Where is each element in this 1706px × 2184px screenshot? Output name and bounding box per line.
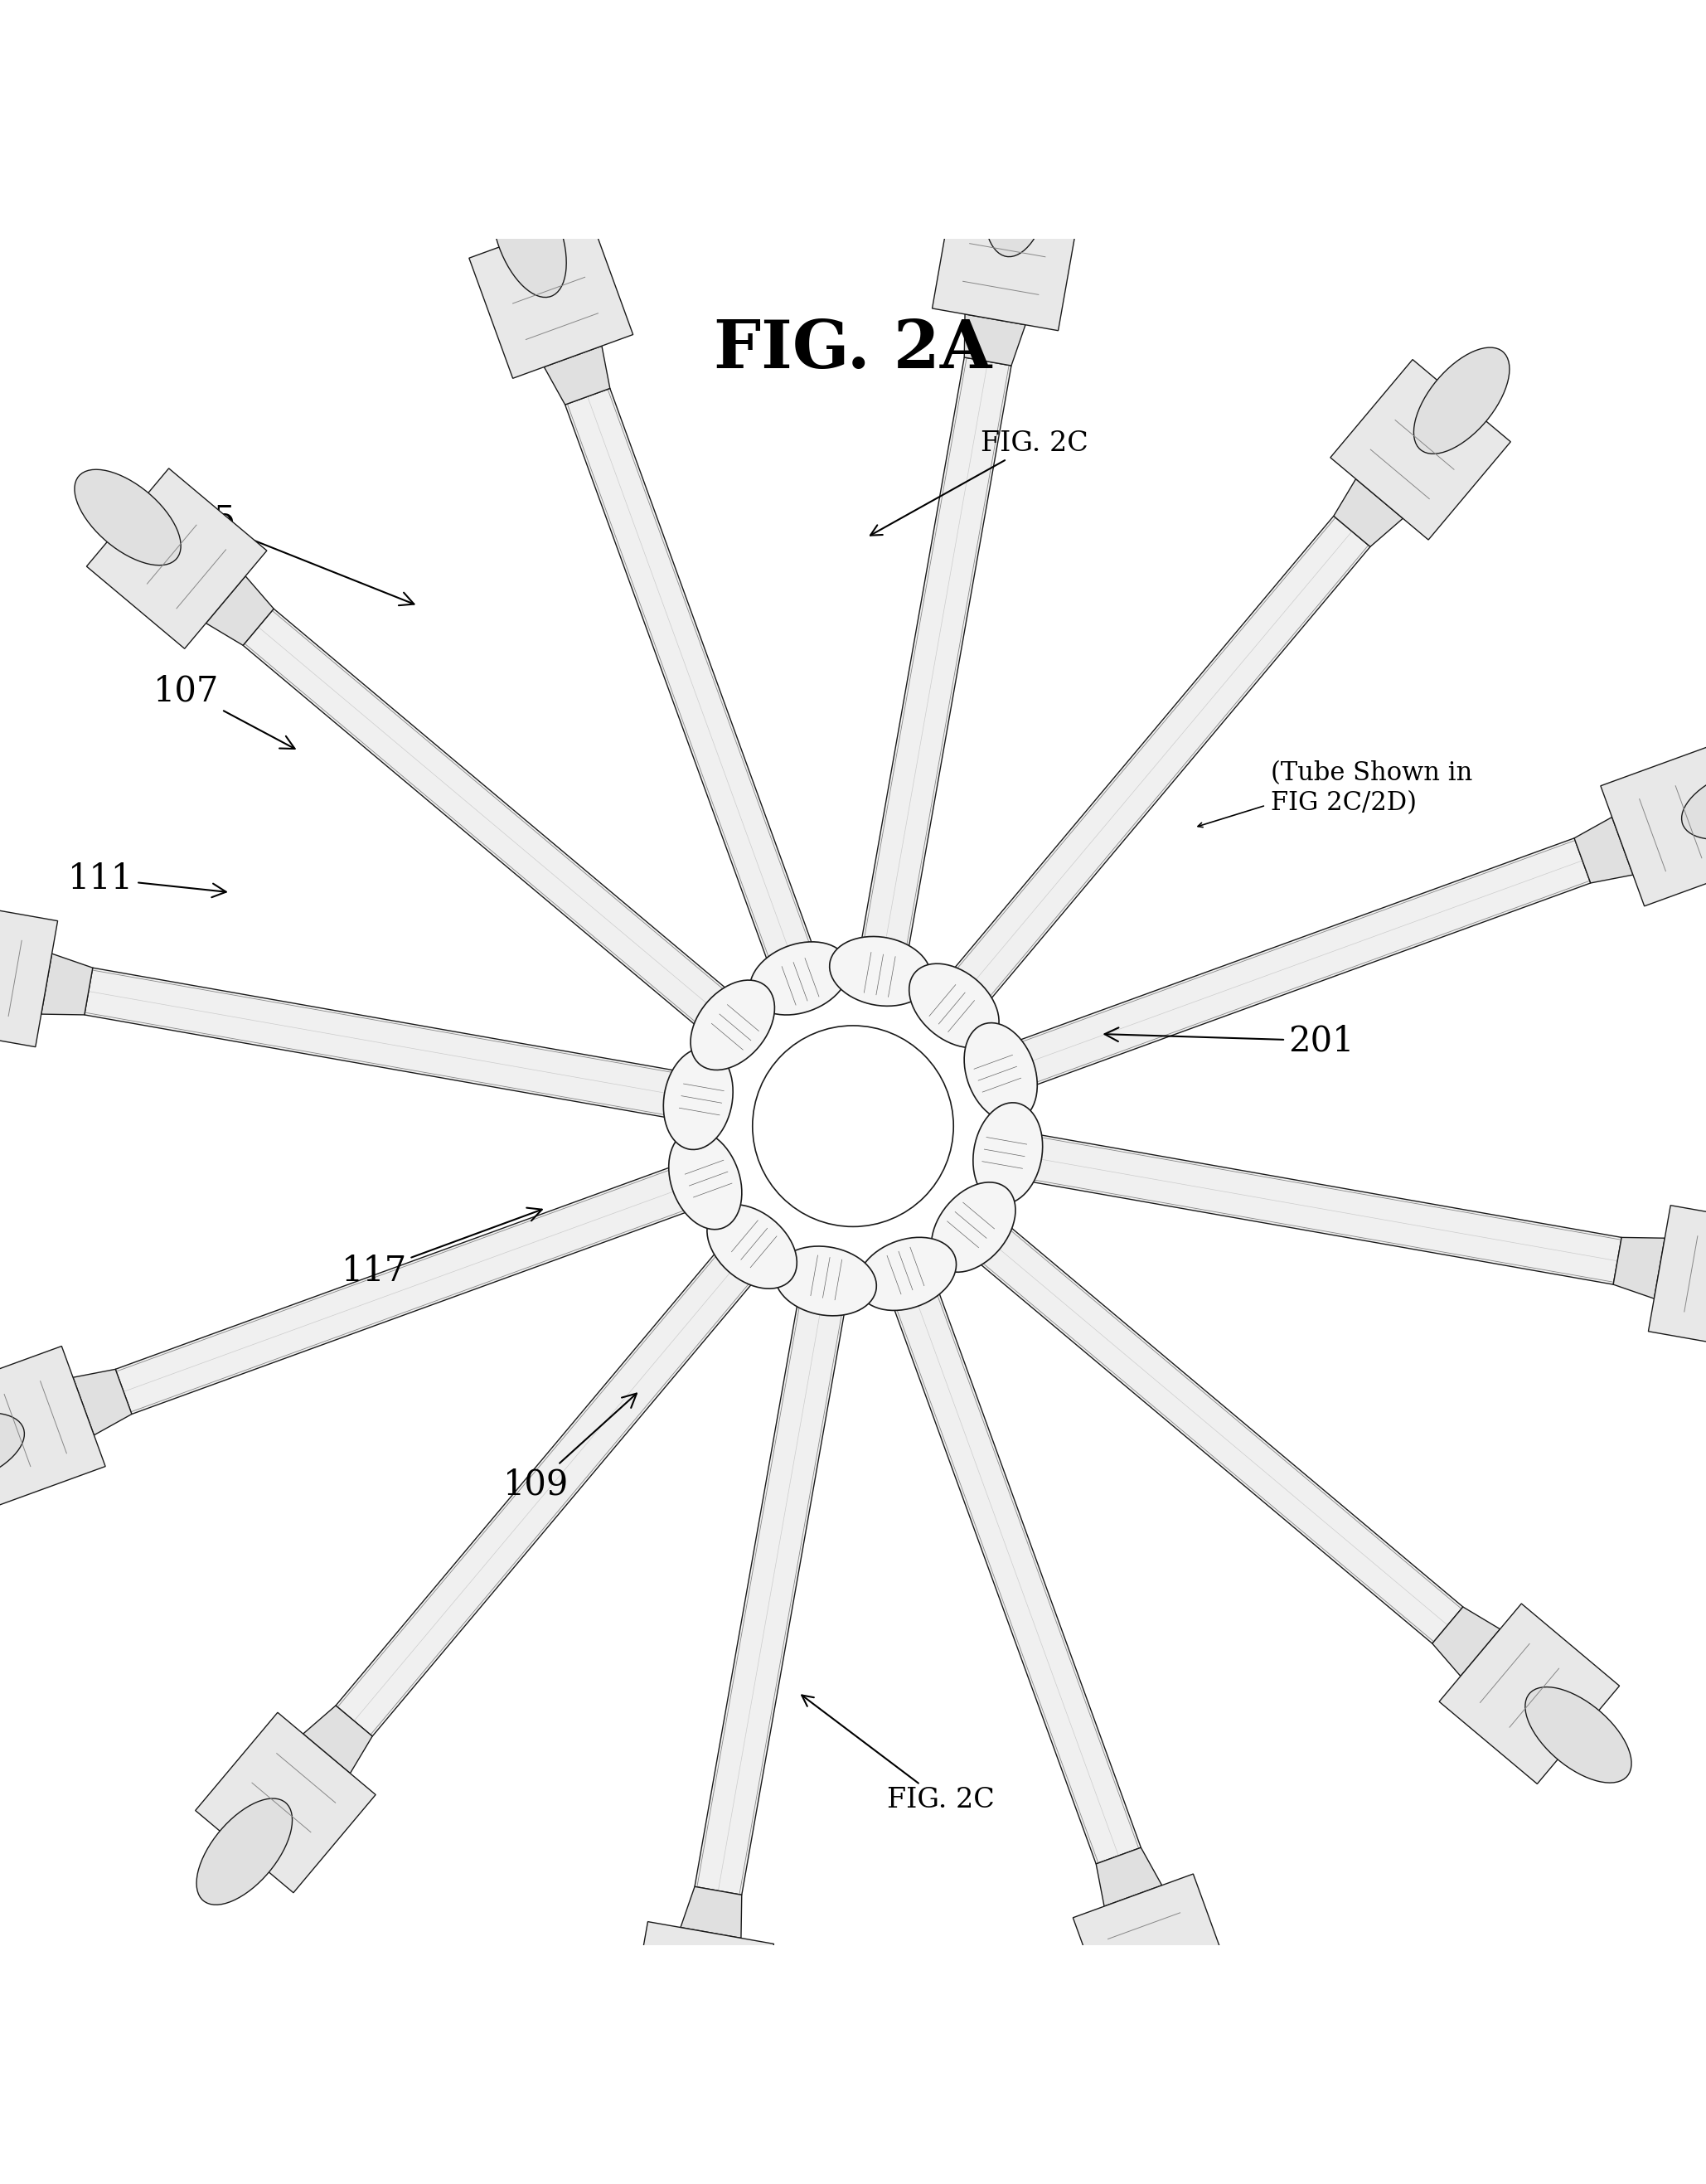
Polygon shape: [206, 577, 273, 644]
Polygon shape: [1334, 478, 1402, 546]
Text: FIG. 2C: FIG. 2C: [802, 1695, 995, 1813]
Ellipse shape: [749, 941, 848, 1016]
Polygon shape: [196, 1712, 375, 1894]
Polygon shape: [116, 1160, 710, 1413]
Polygon shape: [938, 515, 1370, 1018]
Polygon shape: [469, 214, 633, 378]
Text: FIG. 2C: FIG. 2C: [870, 430, 1088, 535]
Polygon shape: [1600, 743, 1706, 906]
Polygon shape: [242, 609, 744, 1040]
Ellipse shape: [829, 937, 931, 1007]
Ellipse shape: [775, 1247, 877, 1315]
Circle shape: [752, 1026, 954, 1227]
Polygon shape: [694, 1282, 848, 1896]
Ellipse shape: [909, 963, 1000, 1048]
Ellipse shape: [664, 1048, 734, 1149]
Ellipse shape: [196, 1797, 292, 1904]
Polygon shape: [931, 181, 1080, 330]
Polygon shape: [681, 1887, 742, 1937]
Text: 107: 107: [154, 673, 295, 749]
Polygon shape: [1095, 1848, 1162, 1907]
Polygon shape: [304, 1706, 372, 1773]
Polygon shape: [1614, 1238, 1665, 1299]
Polygon shape: [0, 1345, 106, 1509]
Polygon shape: [1073, 1874, 1237, 2038]
Polygon shape: [1648, 1206, 1706, 1354]
Polygon shape: [1575, 817, 1633, 882]
Ellipse shape: [1140, 1955, 1215, 2077]
Ellipse shape: [1682, 764, 1706, 839]
Polygon shape: [544, 345, 611, 404]
Polygon shape: [626, 1922, 775, 2070]
Polygon shape: [84, 968, 698, 1123]
Polygon shape: [336, 1234, 768, 1736]
Text: 201: 201: [1104, 1024, 1355, 1059]
Ellipse shape: [655, 1996, 722, 2123]
Ellipse shape: [964, 1022, 1037, 1123]
Polygon shape: [996, 839, 1590, 1094]
Ellipse shape: [984, 131, 1051, 258]
Ellipse shape: [858, 1238, 957, 1310]
Text: 111: 111: [68, 860, 227, 898]
Polygon shape: [1331, 360, 1510, 539]
Ellipse shape: [706, 1206, 797, 1289]
Polygon shape: [858, 358, 1012, 970]
Text: 105: 105: [171, 502, 415, 605]
Polygon shape: [0, 898, 58, 1046]
Text: 109: 109: [503, 1393, 636, 1503]
Ellipse shape: [491, 175, 566, 297]
Polygon shape: [41, 954, 92, 1016]
Text: (Tube Shown in
FIG 2C/2D): (Tube Shown in FIG 2C/2D): [1271, 760, 1472, 817]
Polygon shape: [885, 1271, 1141, 1863]
Ellipse shape: [1414, 347, 1510, 454]
Ellipse shape: [0, 1413, 24, 1487]
Text: FIG. 2A: FIG. 2A: [715, 317, 991, 382]
Ellipse shape: [75, 470, 181, 566]
Polygon shape: [962, 1212, 1464, 1645]
Polygon shape: [73, 1369, 131, 1435]
Ellipse shape: [1525, 1686, 1631, 1782]
Ellipse shape: [669, 1131, 742, 1230]
Ellipse shape: [972, 1103, 1042, 1203]
Text: 117: 117: [341, 1208, 543, 1289]
Polygon shape: [964, 314, 1025, 365]
Polygon shape: [565, 389, 821, 983]
Polygon shape: [87, 467, 266, 649]
Ellipse shape: [691, 981, 775, 1070]
Polygon shape: [1440, 1603, 1619, 1784]
Ellipse shape: [931, 1182, 1015, 1271]
Polygon shape: [1433, 1607, 1500, 1675]
Polygon shape: [1008, 1131, 1622, 1284]
